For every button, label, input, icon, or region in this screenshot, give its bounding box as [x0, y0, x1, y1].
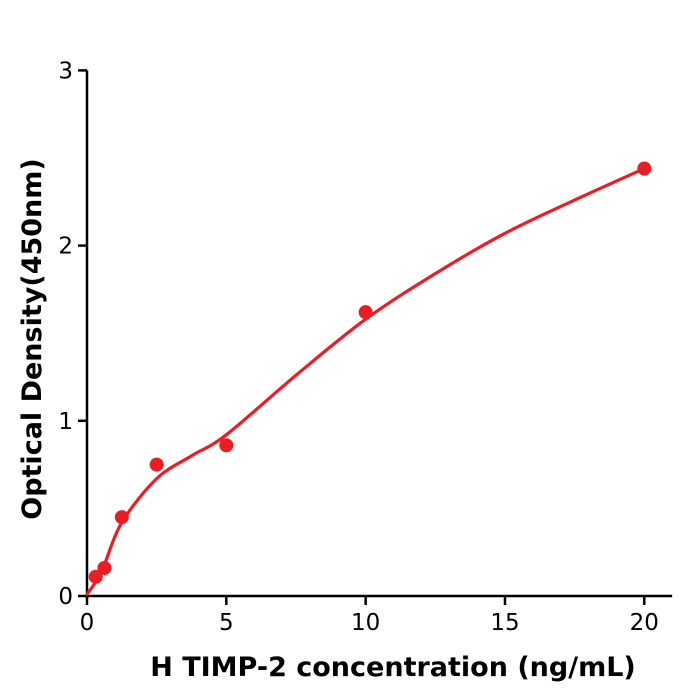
x-tick-label: 0 — [80, 610, 95, 636]
data-point — [88, 569, 103, 584]
y-tick-label: 2 — [58, 234, 73, 260]
data-point — [114, 510, 129, 525]
x-tick-label: 10 — [351, 610, 380, 636]
data-point — [97, 560, 112, 575]
y-tick-label: 3 — [58, 58, 73, 84]
x-tick-label: 20 — [630, 610, 659, 636]
data-point — [358, 305, 373, 320]
data-point — [637, 161, 652, 176]
data-points — [88, 161, 652, 584]
x-tick-label: 5 — [219, 610, 234, 636]
fit-curve-path — [85, 166, 646, 596]
x-tick-label: 15 — [490, 610, 519, 636]
y-tick-label: 0 — [58, 584, 73, 610]
fit-curve — [85, 166, 646, 596]
y-axis-title: Optical Density(450nm) — [17, 158, 48, 520]
x-axis: 0 5 10 15 20 — [80, 594, 673, 636]
y-axis: 0 1 2 3 — [58, 58, 89, 610]
y-tick-label: 1 — [58, 409, 73, 435]
x-axis-title: H TIMP-2 concentration (ng/mL) — [150, 652, 636, 683]
data-point — [149, 457, 164, 472]
data-point — [219, 438, 234, 453]
